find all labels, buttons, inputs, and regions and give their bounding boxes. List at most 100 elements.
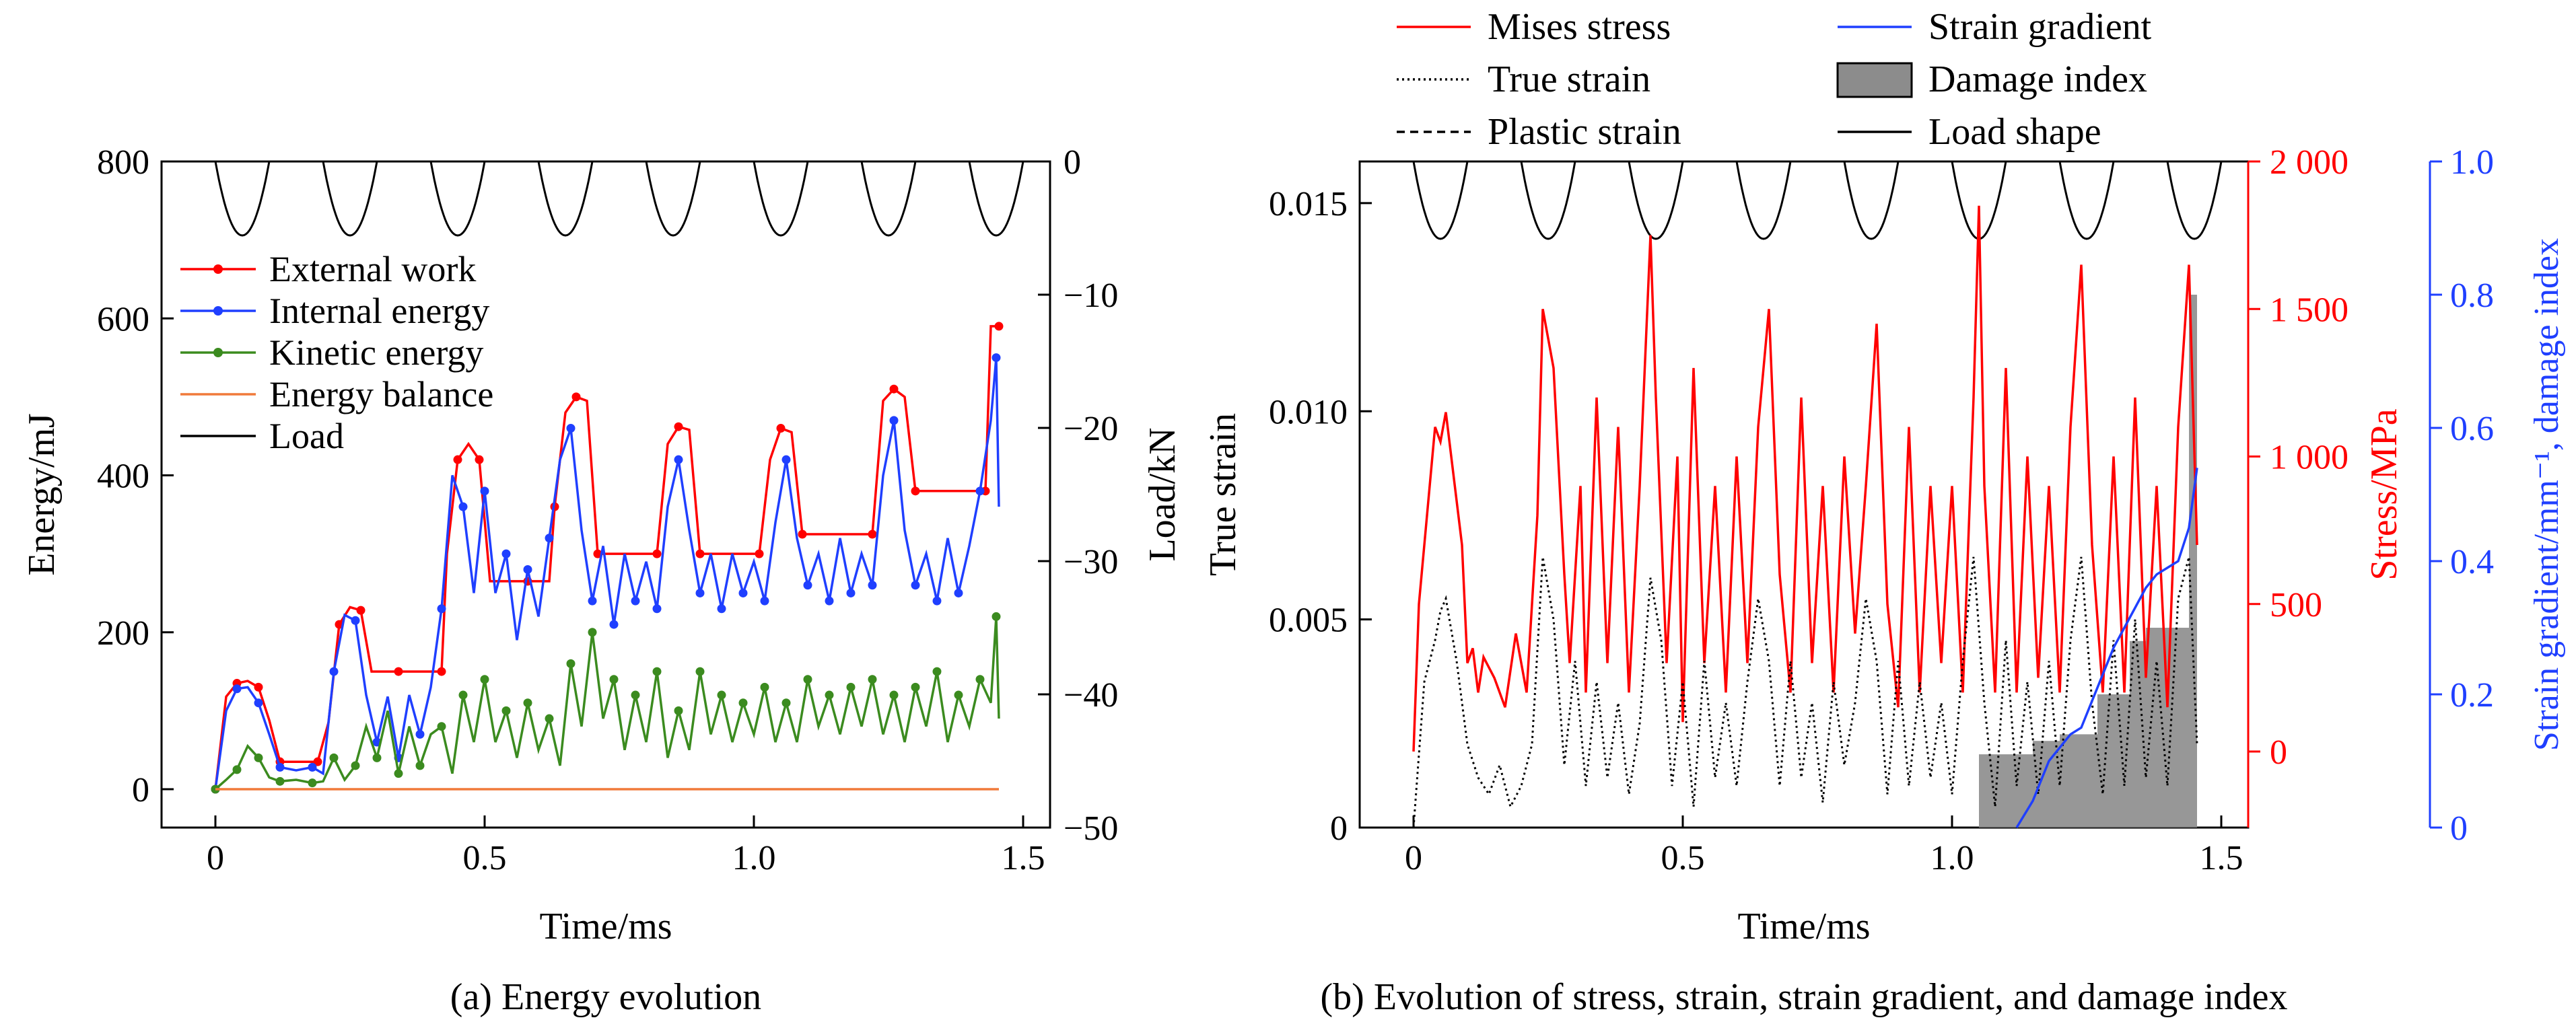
load-pulse-2 xyxy=(429,161,486,237)
series-kinetic-energy-point-20 xyxy=(437,722,446,731)
series-kinetic-energy-point-2 xyxy=(232,765,242,774)
series-internal-energy-point-70 xyxy=(975,486,985,496)
load-shape-pulse-7 xyxy=(2166,161,2223,240)
series-kinetic-energy-point-66 xyxy=(932,667,942,676)
panel-a-caption: (a) Energy evolution xyxy=(450,976,761,1018)
series-internal-energy-point-34 xyxy=(588,596,597,606)
load-shape-pulse-0 xyxy=(1412,161,1469,240)
series-kinetic-energy-point-56 xyxy=(825,690,834,700)
series-kinetic-energy-point-62 xyxy=(889,690,899,700)
series-kinetic-energy-point-38 xyxy=(631,690,640,700)
y-tick-label-0: 0 xyxy=(132,771,149,809)
series-internal-energy-point-22 xyxy=(458,502,468,511)
legend-external-work-label: External work xyxy=(269,249,476,289)
series-internal-energy-point-72 xyxy=(991,353,1001,363)
y-tick-label-1: 200 xyxy=(97,614,149,653)
series-kinetic-energy-point-18 xyxy=(415,761,425,770)
series-internal-energy-point-50 xyxy=(760,596,769,606)
series-kinetic-energy-point-14 xyxy=(372,753,382,762)
series-kinetic-energy-point-72 xyxy=(991,612,1001,621)
y-right2-tick-label-3: 0.6 xyxy=(2450,410,2494,448)
series-kinetic-energy-point-64 xyxy=(911,682,920,692)
series-kinetic-energy-point-50 xyxy=(760,682,769,692)
y-right-tick-label-4: 2 000 xyxy=(2270,143,2348,182)
legend-energy-balance-label: Energy balance xyxy=(269,374,493,414)
series-internal-energy-point-28 xyxy=(523,564,532,574)
series-internal-energy-point-58 xyxy=(846,588,856,597)
y-right2-tick-label-0: 0 xyxy=(2450,809,2468,848)
panel-b-damage-index xyxy=(1979,161,2197,828)
damage-index-area xyxy=(1979,161,2197,828)
load-pulse-5 xyxy=(753,161,809,237)
y-right-tick-label-1: 500 xyxy=(2270,586,2322,624)
legend-kinetic-energy-marker xyxy=(213,348,223,357)
series-kinetic-energy-point-30 xyxy=(545,714,554,723)
panel-b-load-curves xyxy=(1412,161,2223,240)
y-tick-label-0: 0 xyxy=(1330,809,1348,848)
series-external-work-point-28 xyxy=(593,549,602,558)
panel-b-legend: Mises stress Strain gradient True strain Da… xyxy=(1397,6,2152,153)
panel-b-ticks: 0 0.5 1.0 1.5 0 0.005 0.010 0.015 0 500 1 000 1 500… xyxy=(1269,143,2494,877)
y-tick-label-2: 400 xyxy=(97,458,149,496)
y-right2-tick-label-4: 0.8 xyxy=(2450,277,2494,315)
panel-a-xlabel: Time/ms xyxy=(539,906,672,947)
series-kinetic-energy-point-34 xyxy=(588,628,597,637)
series-kinetic-energy-point-10 xyxy=(329,753,339,762)
y-tick-label-4: 800 xyxy=(97,143,149,182)
panel-b-ylabel-right2: Strain gradient/mm⁻¹, damage index xyxy=(2528,238,2566,751)
series-kinetic-energy-point-68 xyxy=(954,690,963,700)
series-kinetic-energy-point-54 xyxy=(803,675,812,684)
series-external-work-point-20 xyxy=(475,455,484,464)
y-right-tick-label-0: 0 xyxy=(2270,733,2287,772)
series-kinetic-energy-point-8 xyxy=(308,778,317,788)
series-kinetic-energy-point-46 xyxy=(717,690,726,700)
y-tick-label-3: 600 xyxy=(97,300,149,338)
series-internal-energy-point-54 xyxy=(803,581,812,590)
series-kinetic-energy-point-36 xyxy=(609,675,619,684)
series-internal-energy-point-68 xyxy=(954,588,963,597)
legend-external-work-marker xyxy=(213,264,223,274)
series-internal-energy-point-32 xyxy=(566,424,576,433)
legend-mises-stress-label: Mises stress xyxy=(1488,6,1671,48)
series-external-work-point-46 xyxy=(911,486,920,496)
series-internal-energy-point-36 xyxy=(609,620,619,629)
series-external-work-point-40 xyxy=(798,530,807,539)
series-internal-energy-point-2 xyxy=(232,684,242,694)
load-pulse-7 xyxy=(968,161,1024,237)
series-external-work-point-50 xyxy=(994,322,1004,331)
x-tick-label-0: 0 xyxy=(1405,839,1422,877)
series-internal-energy-point-56 xyxy=(825,596,834,606)
series-external-work-point-32 xyxy=(674,422,683,431)
load-shape-pulse-1 xyxy=(1520,161,1576,240)
y-right-tick-label-3: −30 xyxy=(1064,543,1118,581)
x-tick-label-3: 1.5 xyxy=(1002,839,1045,877)
y-right-tick-label-4: −40 xyxy=(1064,676,1118,715)
legend-plastic-strain-label: Plastic strain xyxy=(1488,111,1681,153)
series-internal-energy-point-66 xyxy=(932,596,942,606)
series-kinetic-energy-point-28 xyxy=(523,698,532,708)
series-kinetic-energy-point-70 xyxy=(975,675,985,684)
series-kinetic-energy-point-26 xyxy=(501,706,511,715)
panel-b-xlabel: Time/ms xyxy=(1737,906,1870,947)
legend-load-shape-label: Load shape xyxy=(1928,111,2101,153)
series-kinetic-energy-point-16 xyxy=(394,769,403,778)
series-kinetic-energy-point-32 xyxy=(566,659,576,668)
series-external-work-point-30 xyxy=(652,549,662,558)
legend-kinetic-energy-label: Kinetic energy xyxy=(269,332,483,373)
series-external-work-point-16 xyxy=(437,667,446,676)
legend-strain-gradient-label: Strain gradient xyxy=(1928,6,2152,48)
series-internal-energy-point-8 xyxy=(308,762,317,772)
legend-damage-index-label: Damage index xyxy=(1928,59,2147,100)
panel-b-series xyxy=(1412,205,2198,828)
series-kinetic-energy-point-58 xyxy=(846,682,856,692)
x-tick-label-3: 1.5 xyxy=(2200,839,2243,877)
panel-a-ylabel-right: Load/kN xyxy=(1142,427,1183,561)
series-external-work-point-14 xyxy=(394,667,403,676)
legend-load-label: Load xyxy=(269,416,344,456)
load-pulse-1 xyxy=(322,161,378,237)
series-strain-gradient-line xyxy=(2015,468,2198,828)
series-internal-energy-point-6 xyxy=(275,762,285,772)
series-internal-energy-point-40 xyxy=(652,604,662,614)
